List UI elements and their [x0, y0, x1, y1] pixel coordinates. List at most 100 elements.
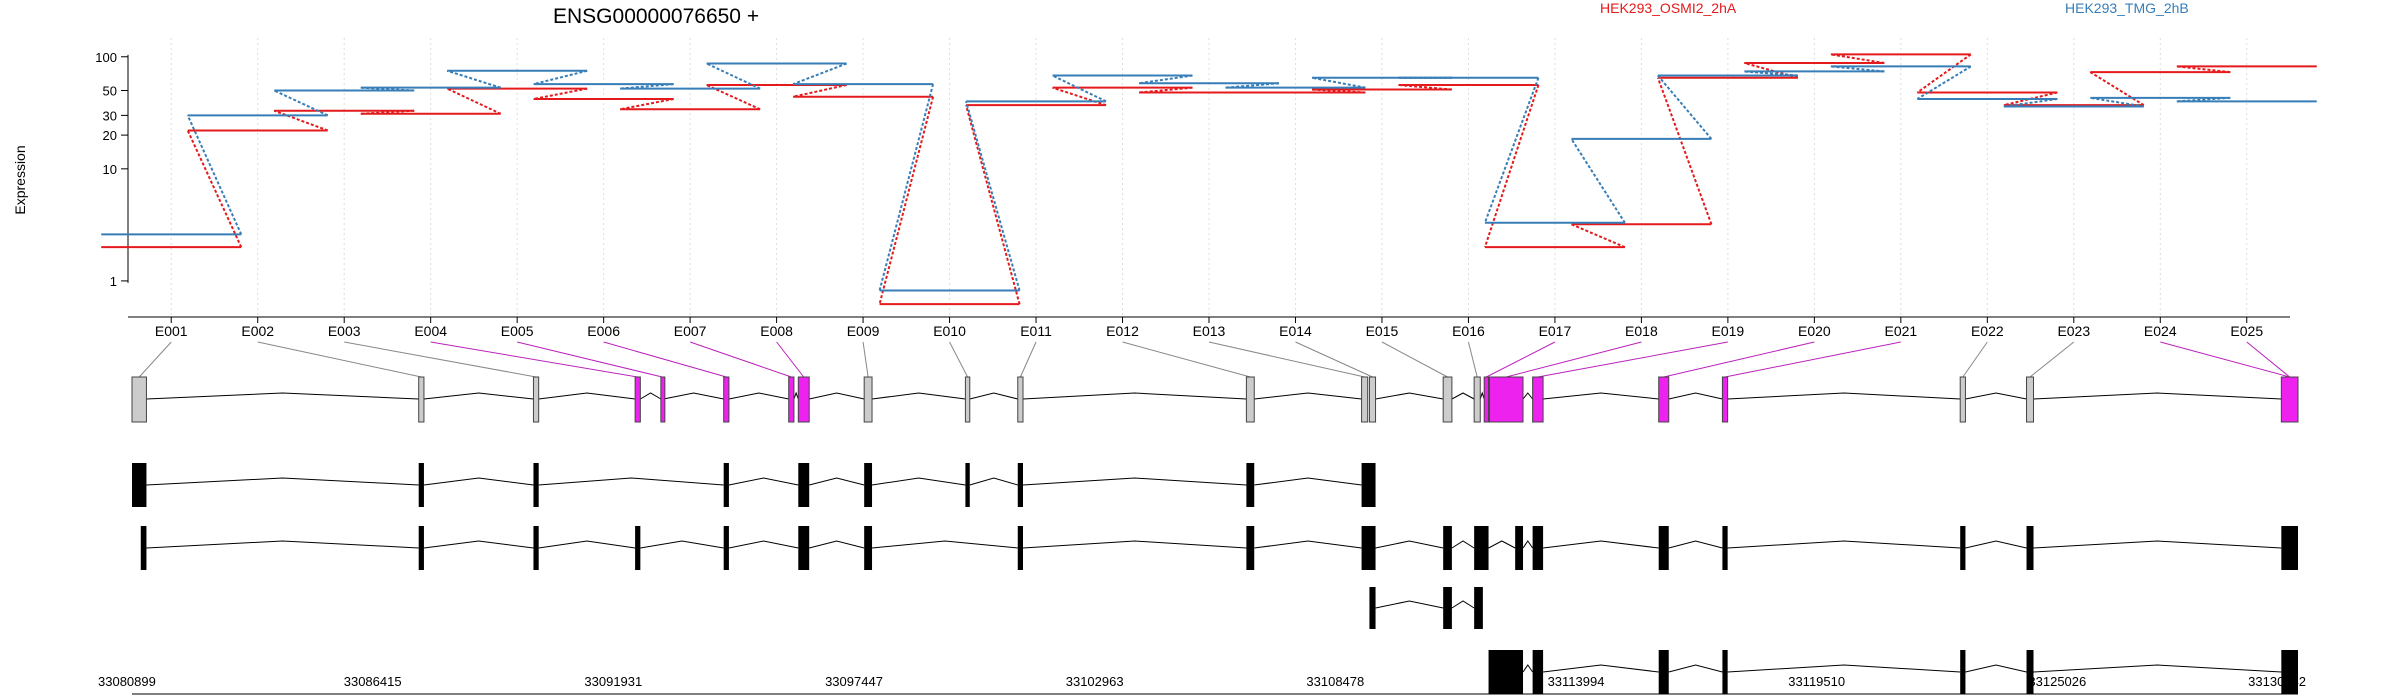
exon-connector	[689, 341, 792, 378]
transcript-exon	[2026, 526, 2034, 570]
transcript-intron	[146, 540, 419, 549]
series-connector	[792, 62, 847, 86]
series-connector	[273, 109, 329, 132]
series-connector	[1311, 88, 1366, 94]
transcript-intron	[728, 540, 799, 549]
transcript-intron	[1522, 540, 1534, 549]
intron-line	[423, 392, 534, 400]
vertical-grid	[170, 38, 2248, 316]
transcript-intron	[871, 540, 1018, 549]
y-tick-label: 1	[110, 274, 117, 289]
series-connector	[2090, 96, 2144, 108]
exon-connector	[2160, 341, 2290, 378]
exon-box	[634, 376, 641, 423]
exon-box	[1368, 376, 1377, 423]
exon-connector	[1467, 341, 1478, 378]
exon-connector	[862, 341, 869, 378]
transcript-intron	[1965, 540, 2027, 549]
transcript-exon	[2281, 526, 2298, 570]
transcript-exon	[1515, 526, 1524, 570]
intron-line	[1254, 392, 1362, 400]
exon-connector	[1506, 341, 1642, 378]
exon-box	[131, 376, 147, 423]
transcript-intron	[1965, 664, 2027, 673]
transcript-exon	[2281, 650, 2298, 694]
transcript-intron	[728, 477, 799, 486]
transcript-intron	[1375, 540, 1444, 549]
transcript-exon	[1960, 526, 1966, 570]
y-tick-label: 20	[103, 128, 117, 143]
transcript-exon	[635, 526, 641, 570]
exon-box	[788, 376, 795, 423]
transcript-exon	[418, 526, 424, 570]
transcript-intron	[1727, 664, 1961, 673]
transcript-intron	[1451, 600, 1475, 609]
exon-label: E021	[1884, 323, 1917, 339]
exon-label: E020	[1798, 323, 1831, 339]
intron-line	[969, 392, 1018, 400]
transcript-exon	[533, 526, 539, 570]
transcript-intron	[809, 540, 865, 549]
genomic-tick-label: 33130542	[2248, 674, 2306, 689]
transcript-exon	[1960, 650, 1966, 694]
intron-line	[793, 391, 799, 400]
transcript-exon	[1532, 650, 1544, 694]
series-connector	[1138, 86, 1193, 94]
exon-connector	[2029, 341, 2075, 378]
exon-box	[863, 376, 873, 423]
exon-connector	[949, 341, 969, 378]
genomic-tick-label: 33113994	[1548, 674, 1605, 689]
exon-box	[1721, 376, 1729, 423]
series-connector	[1570, 138, 1626, 224]
exon-label: E003	[328, 323, 361, 339]
exon-label: E013	[1193, 323, 1226, 339]
intron-line	[1727, 392, 1961, 400]
series-connector	[965, 104, 1021, 305]
exon-box	[532, 376, 540, 423]
series-connector	[1571, 223, 1626, 249]
genomic-tick-label: 33086415	[344, 674, 402, 689]
exon-label: E017	[1539, 323, 1572, 339]
transcript-exon	[723, 463, 729, 507]
exon-box	[1658, 376, 1670, 423]
transcript-exon	[965, 463, 970, 507]
transcript-exon	[1361, 526, 1376, 570]
transcript-exon	[798, 526, 810, 570]
series-connector	[1744, 70, 1798, 77]
transcript-exon	[864, 463, 873, 507]
exon-label: E008	[760, 323, 793, 339]
exon-box	[1532, 376, 1544, 423]
exon-label: E023	[2057, 323, 2090, 339]
exon-box	[1473, 376, 1481, 423]
exon-connector	[1724, 341, 1901, 378]
transcript-intron	[1727, 540, 1961, 549]
transcript-exon	[798, 463, 810, 507]
series-connector	[1483, 84, 1540, 248]
series-connector	[533, 87, 588, 100]
y-axis: 1 10 20 30 50 100	[95, 50, 129, 289]
exon-label: E001	[155, 323, 188, 339]
series-connector	[446, 87, 502, 115]
transcript-intron	[423, 477, 534, 486]
transcript-intron	[2033, 664, 2282, 673]
transcripts	[132, 463, 2298, 694]
transcript-intron	[640, 540, 724, 549]
transcript-exon	[1722, 650, 1728, 694]
y-tick-label: 50	[103, 84, 117, 99]
exon-connector	[1381, 341, 1448, 378]
series-connector	[1398, 83, 1453, 91]
exon-connectors	[138, 341, 2290, 378]
exon-label: E006	[587, 323, 620, 339]
series-a	[101, 53, 2317, 306]
transcript-exon	[1488, 650, 1524, 694]
legend-series-a: HEK293_OSMI2_2hA	[1600, 0, 1737, 16]
series-connector	[1656, 77, 1713, 225]
series-connector	[878, 83, 935, 291]
series-connector	[360, 109, 415, 115]
transcript-intron	[871, 477, 966, 486]
exon-connector	[257, 341, 422, 378]
transcript-1	[132, 463, 1376, 507]
exon-label: E004	[414, 323, 447, 339]
transcript-intron	[1543, 664, 1659, 673]
exon-label: E025	[2230, 323, 2263, 339]
